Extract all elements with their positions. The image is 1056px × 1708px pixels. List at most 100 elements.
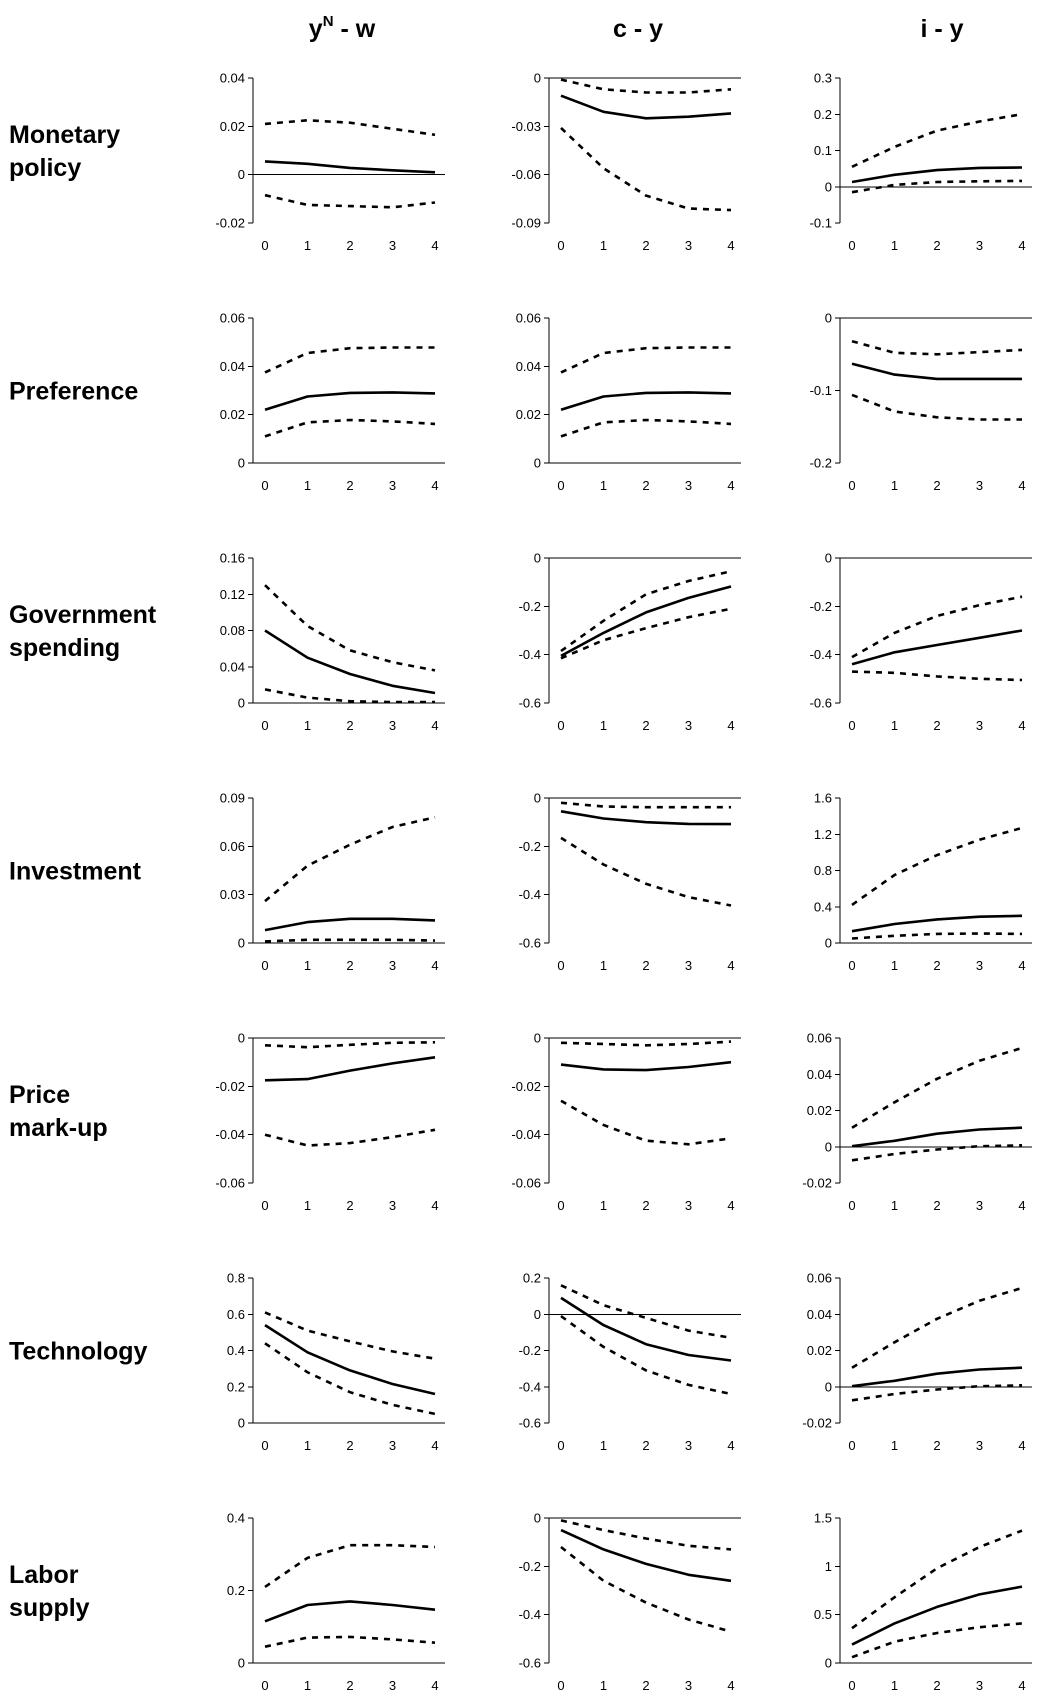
y-tick-label: 0	[534, 1511, 541, 1526]
x-tick-label: 4	[431, 1678, 438, 1693]
series-band-2	[264, 193, 436, 209]
x-tick-label: 1	[304, 1438, 311, 1453]
x-tick-label: 0	[557, 718, 564, 733]
y-tick-label: 0.12	[220, 587, 245, 602]
row-label-0-0: Monetary	[9, 121, 120, 149]
x-tick-label: 1	[304, 238, 311, 253]
x-tick-label: 0	[557, 1678, 564, 1693]
series-band-1	[264, 1543, 436, 1588]
series-estimate	[264, 917, 436, 932]
y-tick-label: 0.06	[807, 1271, 832, 1286]
series-band-2	[560, 1315, 732, 1396]
series-band-1	[851, 1046, 1023, 1129]
panel-r2-c1: -0.6 -0.4 -0.2 0 0 1 2 3 4	[519, 551, 741, 733]
x-tick-label: 1	[600, 1678, 607, 1693]
series-estimate	[560, 94, 732, 120]
row-label-6-0: Labor	[9, 1561, 79, 1589]
y-tick-label: 0.5	[814, 1607, 832, 1622]
series-band-2	[264, 1128, 436, 1147]
x-tick-label: 1	[600, 238, 607, 253]
series-band-2	[851, 393, 1022, 421]
series-band-2	[851, 1144, 1023, 1162]
x-tick-label: 2	[933, 1198, 940, 1213]
x-tick-label: 0	[848, 238, 855, 253]
y-tick-label: -0.6	[519, 1416, 541, 1431]
y-tick-label: -0.04	[511, 1127, 541, 1142]
x-tick-label: 4	[1018, 1678, 1025, 1693]
x-tick-label: 2	[933, 478, 940, 493]
x-tick-label: 0	[557, 1438, 564, 1453]
x-tick-label: 2	[642, 238, 649, 253]
row-label-4-1: mark-up	[9, 1114, 108, 1142]
x-tick-label: 0	[557, 478, 564, 493]
x-tick-label: 1	[304, 718, 311, 733]
panel-r4-c2: -0.02 0 0.02 0.04 0.06 0 1 2 3 4	[802, 1031, 1032, 1213]
y-tick-label: 0	[534, 1307, 541, 1322]
x-tick-label: 0	[261, 1438, 268, 1453]
panel-r4-c1: -0.06 -0.04 -0.02 0 0 1 2 3 4	[511, 1031, 741, 1213]
x-tick-label: 1	[304, 478, 311, 493]
x-tick-label: 1	[891, 478, 898, 493]
x-tick-label: 4	[727, 238, 734, 253]
x-tick-label: 2	[933, 958, 940, 973]
series-band-2	[560, 607, 732, 660]
panel-r2-c0: 0 0.04 0.08 0.12 0.16 0 1 2 3 4	[220, 551, 445, 733]
panel-r2-c2: -0.6 -0.4 -0.2 0 0 1 2 3 4	[810, 551, 1032, 733]
y-tick-label: 0.2	[227, 1379, 245, 1394]
y-tick-label: 0	[825, 179, 832, 194]
y-tick-label: 0	[534, 456, 541, 471]
series-estimate	[851, 629, 1023, 666]
x-tick-label: 4	[431, 478, 438, 493]
y-tick-label: 1	[825, 1559, 832, 1574]
series-estimate	[264, 1324, 436, 1396]
y-tick-label: -0.6	[519, 936, 541, 951]
x-tick-label: 4	[1018, 1438, 1025, 1453]
series-band-1	[851, 826, 1023, 906]
y-tick-label: -0.2	[519, 1343, 541, 1358]
column-title-yn-w: yN - w	[309, 13, 376, 43]
y-tick-label: 0	[238, 167, 245, 182]
x-tick-label: 1	[891, 718, 898, 733]
series-estimate	[851, 362, 1022, 381]
series-band-1	[560, 1519, 732, 1551]
column-title-c-y: c - y	[613, 15, 663, 43]
x-tick-label: 3	[976, 1438, 983, 1453]
y-tick-label: 0.04	[220, 359, 245, 374]
x-tick-label: 3	[389, 718, 396, 733]
series-estimate	[851, 1126, 1023, 1148]
series-band-2	[264, 938, 436, 943]
series-estimate	[560, 391, 732, 412]
y-tick-label: 0.02	[516, 407, 541, 422]
y-tick-label: 0.3	[814, 71, 832, 86]
y-tick-label: 0.06	[220, 311, 245, 326]
y-tick-label: 0	[238, 456, 245, 471]
y-tick-label: 1.5	[814, 1511, 832, 1526]
x-tick-label: 2	[346, 1198, 353, 1213]
y-tick-label: 0.1	[814, 143, 832, 158]
x-tick-label: 1	[304, 958, 311, 973]
panel-r6-c0: 0 0.2 0.4 0 1 2 3 4	[227, 1511, 445, 1693]
x-tick-label: 3	[976, 958, 983, 973]
y-tick-label: 0.2	[523, 1271, 541, 1286]
series-band-2	[851, 179, 1023, 194]
x-tick-label: 4	[1018, 718, 1025, 733]
x-tick-label: 3	[976, 238, 983, 253]
y-tick-label: 0.6	[227, 1307, 245, 1322]
y-tick-label: -0.6	[519, 1656, 541, 1671]
x-tick-label: 2	[642, 958, 649, 973]
panel-r1-c2: -0.2 -0.1 0 0 1 2 3 4	[810, 311, 1032, 493]
x-tick-label: 3	[976, 1678, 983, 1693]
x-tick-label: 2	[346, 478, 353, 493]
panel-r4-c0: -0.06 -0.04 -0.02 0 0 1 2 3 4	[215, 1031, 445, 1213]
series-band-1	[264, 118, 436, 137]
x-tick-label: 4	[431, 1438, 438, 1453]
x-tick-label: 0	[848, 1438, 855, 1453]
x-tick-label: 1	[891, 1678, 898, 1693]
series-estimate	[264, 629, 436, 695]
x-tick-label: 1	[600, 718, 607, 733]
x-tick-label: 3	[389, 478, 396, 493]
x-tick-label: 3	[685, 718, 692, 733]
panel-r1-c0: 0 0.02 0.04 0.06 0 1 2 3 4	[220, 311, 445, 493]
row-label-0-1: policy	[9, 154, 81, 182]
